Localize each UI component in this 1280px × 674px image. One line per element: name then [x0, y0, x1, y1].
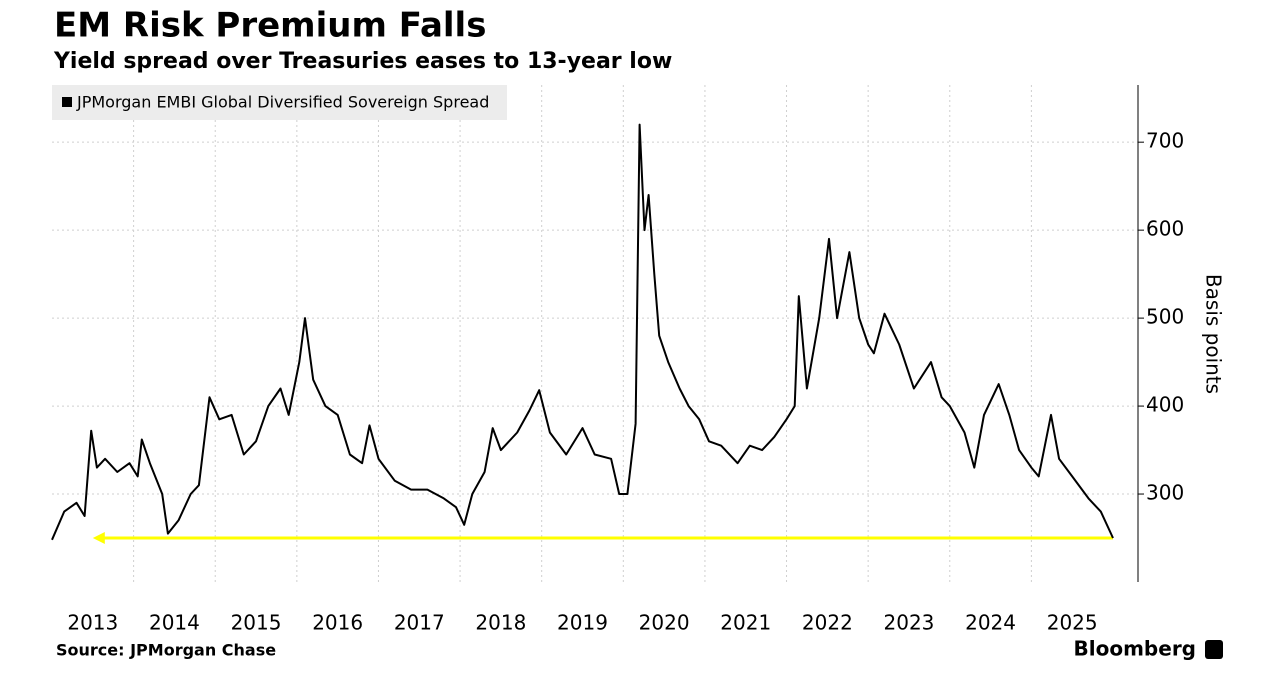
x-tick-label: 2018	[475, 611, 526, 635]
x-tick-label: 2014	[149, 611, 200, 635]
x-tick-label: 2025	[1047, 611, 1098, 635]
chart-title: EM Risk Premium Falls	[54, 6, 486, 46]
x-tick-label: 2022	[802, 611, 853, 635]
x-tick-label: 2016	[312, 611, 363, 635]
y-tick-label: 300	[1146, 481, 1184, 505]
y-tick-label: 700	[1146, 129, 1184, 153]
legend-label: JPMorgan EMBI Global Diversified Soverei…	[76, 93, 489, 112]
y-tick-label: 600	[1146, 217, 1184, 241]
brand-icon	[1205, 640, 1223, 659]
x-tick-label: 2017	[394, 611, 445, 635]
brand: Bloomberg	[1074, 637, 1196, 661]
x-tick-label: 2024	[965, 611, 1016, 635]
legend-box	[52, 85, 507, 120]
x-tick-label: 2020	[639, 611, 690, 635]
y-axis-title: Basis points	[1202, 274, 1226, 394]
x-tick-label: 2023	[884, 611, 935, 635]
legend-swatch	[62, 97, 72, 107]
x-tick-label: 2013	[67, 611, 118, 635]
x-tick-label: 2019	[557, 611, 608, 635]
x-tick-label: 2015	[231, 611, 282, 635]
x-tick-label: 2021	[720, 611, 771, 635]
y-tick-label: 500	[1146, 305, 1184, 329]
series-line	[51, 123, 1114, 541]
y-tick-label: 400	[1146, 393, 1184, 417]
chart-subtitle: Yield spread over Treasuries eases to 13…	[53, 49, 672, 74]
annotation-arrowhead	[92, 532, 105, 545]
source: Source: JPMorgan Chase	[56, 641, 276, 660]
